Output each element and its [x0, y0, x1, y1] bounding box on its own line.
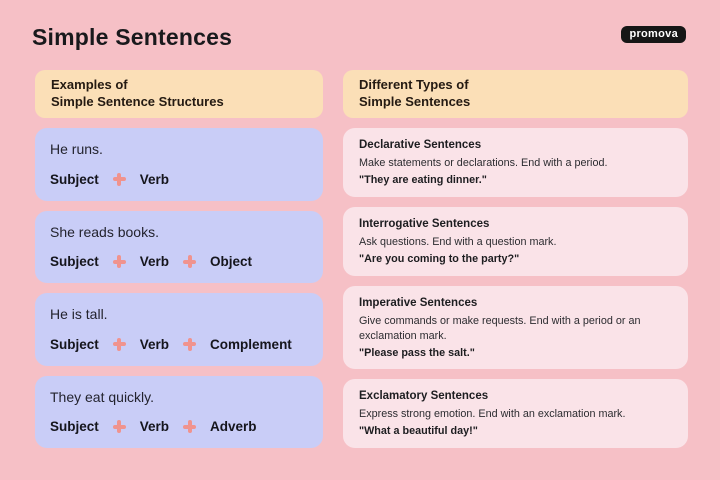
type-heading: Exclamatory Sentences: [359, 389, 489, 402]
examples-column: Examples of Simple Sentence Structures H…: [35, 70, 323, 448]
part-label: Verb: [139, 419, 170, 434]
promova-logo: promova: [621, 26, 686, 43]
example-card-subject-verb-adverb: They eat quickly. Subject Verb Adverb: [35, 375, 323, 448]
example-card-subject-verb: He runs. Subject Verb: [35, 128, 323, 201]
types-column-header: Different Types of Simple Sentences: [343, 70, 688, 118]
part-label: Object: [210, 254, 253, 269]
example-sentence: They eat quickly.: [50, 388, 155, 405]
type-card-declarative: Declarative Sentences Make statements or…: [343, 128, 688, 198]
type-card-imperative: Imperative Sentences Give commands or ma…: [343, 286, 688, 369]
type-heading: Declarative Sentences: [359, 139, 482, 151]
content-columns: Examples of Simple Sentence Structures H…: [35, 70, 688, 449]
examples-header-line1: Examples of: [51, 77, 128, 93]
plus-icon: [112, 172, 126, 186]
part-label: Verb: [139, 171, 170, 187]
type-card-exclamatory: Exclamatory Sentences Express strong emo…: [343, 378, 688, 449]
types-column: Different Types of Simple Sentences Decl…: [343, 70, 688, 449]
plus-icon: [183, 337, 197, 351]
type-description: Make statements or declarations. End wit…: [359, 157, 608, 169]
examples-column-header: Examples of Simple Sentence Structures: [35, 70, 323, 118]
part-label: Subject: [50, 171, 99, 187]
part-label: Subject: [50, 254, 99, 269]
plus-icon: [183, 420, 197, 433]
type-heading: Imperative Sentences: [359, 297, 478, 310]
type-example: "Are you coming to the party?": [359, 252, 520, 265]
part-label: Complement: [210, 336, 292, 352]
part-label: Verb: [139, 254, 170, 269]
type-card-interrogative: Interrogative Sentences Ask questions. E…: [343, 207, 688, 277]
part-label: Adverb: [210, 419, 257, 434]
examples-header-line2: Simple Sentence Structures: [51, 94, 224, 109]
structure-parts: Subject Verb Adverb: [50, 419, 308, 434]
types-header-line1: Different Types of: [359, 77, 469, 93]
type-description: Ask questions. End with a question mark.: [359, 236, 557, 249]
type-description: Give commands or make requests. End with…: [359, 315, 641, 343]
structure-parts: Subject Verb: [50, 172, 308, 187]
type-example: "Please pass the salt.": [359, 346, 475, 359]
type-description: Express strong emotion. End with an excl…: [359, 407, 626, 420]
plus-icon: [112, 420, 126, 433]
plus-icon: [112, 337, 126, 351]
type-heading: Interrogative Sentences: [359, 218, 490, 231]
structure-parts: Subject Verb Object: [50, 254, 308, 269]
page-title: Simple Sentences: [32, 24, 233, 50]
example-sentence: He is tall.: [50, 306, 108, 322]
example-sentence: He runs.: [50, 141, 103, 157]
part-label: Verb: [139, 336, 170, 352]
plus-icon: [183, 255, 197, 268]
part-label: Subject: [50, 336, 99, 352]
types-header-line2: Simple Sentences: [359, 94, 471, 109]
part-label: Subject: [50, 419, 99, 434]
page-header: Simple Sentences promova: [32, 24, 688, 51]
example-sentence: She reads books.: [50, 223, 159, 240]
structure-parts: Subject Verb Complement: [50, 337, 308, 352]
type-example: "They are eating dinner.": [359, 173, 487, 186]
example-card-subject-verb-object: She reads books. Subject Verb Object: [35, 210, 323, 283]
example-card-subject-verb-complement: He is tall. Subject Verb Complement: [35, 293, 323, 366]
type-example: "What a beautiful day!": [359, 424, 478, 437]
plus-icon: [112, 255, 126, 268]
